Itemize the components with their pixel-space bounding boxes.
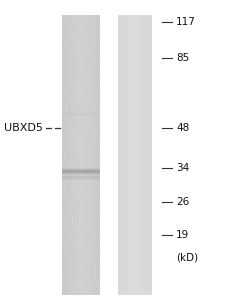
Text: UBXD5: UBXD5 (4, 123, 43, 133)
Text: 26: 26 (175, 197, 188, 207)
Text: 34: 34 (175, 163, 188, 173)
Text: 117: 117 (175, 17, 195, 27)
Text: (kD): (kD) (175, 253, 197, 263)
Text: 19: 19 (175, 230, 188, 240)
Text: 85: 85 (175, 53, 188, 63)
Text: 48: 48 (175, 123, 188, 133)
